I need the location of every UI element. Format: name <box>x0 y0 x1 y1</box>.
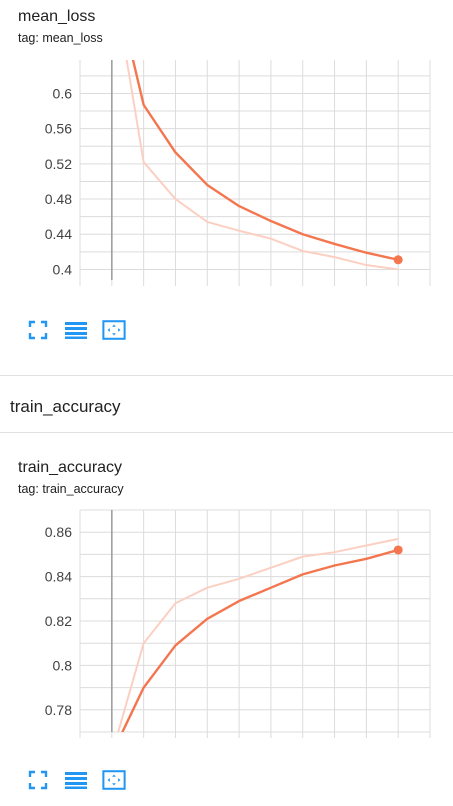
series-line-smoothed <box>112 58 398 260</box>
chart-plot-train-accuracy[interactable]: 0.86 0.84 0.82 0.8 0.78 <box>0 508 453 742</box>
section-heading-train-accuracy[interactable]: train_accuracy <box>10 397 121 417</box>
y-tick-label: 0.44 <box>45 226 72 242</box>
y-tick-label: 0.6 <box>53 85 73 101</box>
section-divider <box>0 375 453 376</box>
y-tick-label: 0.52 <box>45 156 72 172</box>
fullscreen-icon <box>28 770 48 790</box>
chart-toolbar <box>26 768 140 792</box>
y-tick-label: 0.84 <box>45 569 72 585</box>
chart-card-train-accuracy: train_accuracy tag: train_accuracy 0.86 0… <box>0 450 453 806</box>
chart-svg[interactable]: 0.86 0.84 0.82 0.8 0.78 <box>0 508 453 742</box>
y-tick-label: 0.86 <box>45 524 72 540</box>
fullscreen-icon <box>28 320 48 340</box>
series-endpoint-dot <box>394 545 403 554</box>
series-line-smoothed <box>112 550 398 742</box>
chart-title: mean_loss <box>18 8 95 26</box>
chart-card-mean-loss: mean_loss tag: mean_loss 0.6 0.56 0.52 0.48… <box>0 0 453 370</box>
series-line-raw <box>112 539 398 742</box>
y-tick-label: 0.8 <box>53 657 73 673</box>
fullscreen-button[interactable] <box>26 768 50 792</box>
y-tick-label: 0.4 <box>53 261 73 277</box>
y-tick-label: 0.78 <box>45 702 72 718</box>
data-list-icon <box>64 320 88 340</box>
fit-domain-button[interactable] <box>102 318 126 342</box>
toggle-y-log-button[interactable] <box>64 768 88 792</box>
chart-title: train_accuracy <box>18 459 122 477</box>
chart-tag: tag: mean_loss <box>18 31 103 45</box>
chart-svg[interactable]: 0.6 0.56 0.52 0.48 0.44 0.4 <box>0 58 453 290</box>
chart-toolbar <box>26 318 140 342</box>
fit-domain-icon <box>102 769 126 791</box>
fit-domain-button[interactable] <box>102 768 126 792</box>
y-tick-label: 0.48 <box>45 191 72 207</box>
fullscreen-button[interactable] <box>26 318 50 342</box>
y-tick-label: 0.82 <box>45 613 72 629</box>
data-list-icon <box>64 770 88 790</box>
section-divider <box>0 432 453 433</box>
fit-domain-icon <box>102 319 126 341</box>
chart-tag: tag: train_accuracy <box>18 482 124 496</box>
y-tick-label: 0.56 <box>45 121 72 137</box>
series-endpoint-dot <box>394 255 403 264</box>
toggle-y-log-button[interactable] <box>64 318 88 342</box>
chart-plot-mean-loss[interactable]: 0.6 0.56 0.52 0.48 0.44 0.4 <box>0 58 453 290</box>
